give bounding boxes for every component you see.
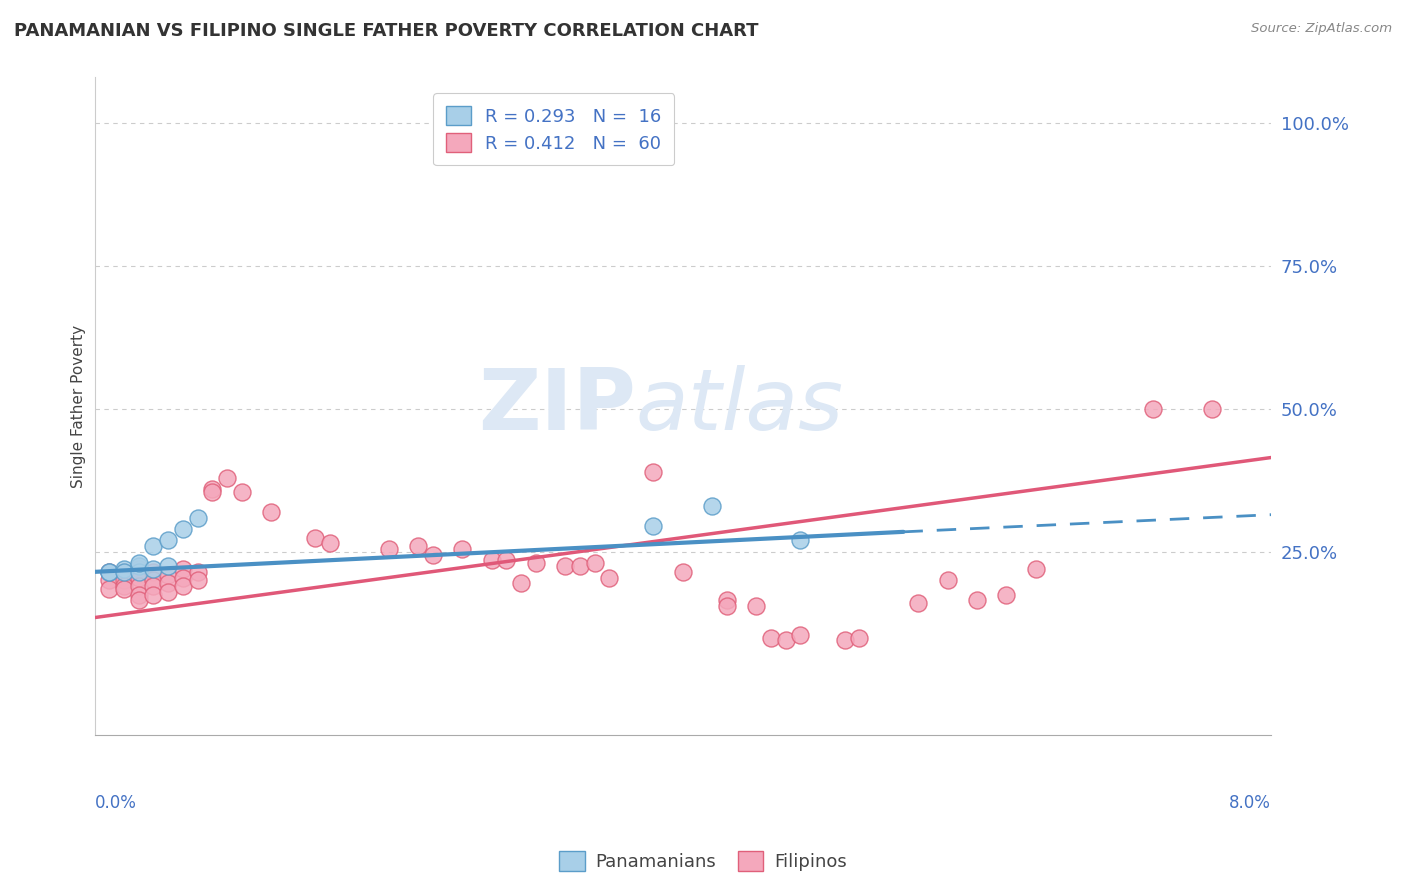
Point — [128, 556, 150, 570]
Point — [702, 499, 724, 513]
Point — [554, 559, 576, 574]
Point — [422, 548, 444, 562]
Point — [112, 562, 135, 576]
Text: 8.0%: 8.0% — [1229, 794, 1271, 812]
Point — [907, 596, 929, 610]
Point — [157, 576, 180, 591]
Point — [598, 570, 620, 584]
Point — [995, 588, 1018, 602]
Point — [112, 579, 135, 593]
Point — [128, 579, 150, 593]
Point — [98, 565, 121, 579]
Point — [848, 631, 870, 645]
Point — [775, 633, 797, 648]
Point — [759, 631, 782, 645]
Text: Source: ZipAtlas.com: Source: ZipAtlas.com — [1251, 22, 1392, 36]
Point — [98, 582, 121, 596]
Point — [172, 562, 194, 576]
Point — [157, 533, 180, 548]
Point — [112, 582, 135, 596]
Point — [304, 531, 326, 545]
Point — [789, 628, 811, 642]
Point — [172, 579, 194, 593]
Point — [1025, 562, 1047, 576]
Point — [510, 576, 533, 591]
Point — [128, 588, 150, 602]
Text: ZIP: ZIP — [478, 365, 636, 448]
Point — [142, 574, 165, 588]
Point — [128, 562, 150, 576]
Point — [672, 565, 695, 579]
Legend: R = 0.293   N =  16, R = 0.412   N =  60: R = 0.293 N = 16, R = 0.412 N = 60 — [433, 93, 675, 165]
Legend: Panamanians, Filipinos: Panamanians, Filipinos — [553, 844, 853, 879]
Point — [128, 570, 150, 584]
Point — [524, 556, 547, 570]
Point — [1201, 401, 1223, 416]
Point — [834, 633, 856, 648]
Y-axis label: Single Father Poverty: Single Father Poverty — [72, 325, 86, 488]
Point — [643, 465, 665, 479]
Point — [966, 593, 988, 607]
Point — [568, 559, 591, 574]
Point — [157, 559, 180, 574]
Point — [231, 484, 253, 499]
Point — [172, 522, 194, 536]
Text: 0.0%: 0.0% — [94, 794, 136, 812]
Point — [128, 565, 150, 579]
Point — [98, 565, 121, 579]
Point — [128, 593, 150, 607]
Point — [98, 565, 121, 579]
Point — [157, 585, 180, 599]
Point — [936, 574, 959, 588]
Point — [201, 482, 224, 496]
Point — [201, 484, 224, 499]
Text: atlas: atlas — [636, 365, 844, 448]
Point — [186, 574, 208, 588]
Point — [716, 593, 738, 607]
Point — [215, 470, 238, 484]
Point — [260, 505, 283, 519]
Point — [406, 539, 429, 553]
Point — [128, 559, 150, 574]
Point — [142, 579, 165, 593]
Point — [142, 565, 165, 579]
Point — [1142, 401, 1164, 416]
Point — [172, 570, 194, 584]
Text: PANAMANIAN VS FILIPINO SINGLE FATHER POVERTY CORRELATION CHART: PANAMANIAN VS FILIPINO SINGLE FATHER POV… — [14, 22, 759, 40]
Point — [112, 565, 135, 579]
Point — [745, 599, 768, 614]
Point — [142, 588, 165, 602]
Point — [112, 574, 135, 588]
Point — [319, 536, 342, 550]
Point — [643, 519, 665, 533]
Point — [157, 567, 180, 582]
Point — [186, 510, 208, 524]
Point — [98, 574, 121, 588]
Point — [112, 565, 135, 579]
Point — [377, 541, 399, 556]
Point — [716, 599, 738, 614]
Point — [451, 541, 474, 556]
Point — [789, 533, 811, 548]
Point — [583, 556, 606, 570]
Point — [142, 539, 165, 553]
Point — [481, 553, 503, 567]
Point — [186, 565, 208, 579]
Point — [495, 553, 517, 567]
Point — [142, 562, 165, 576]
